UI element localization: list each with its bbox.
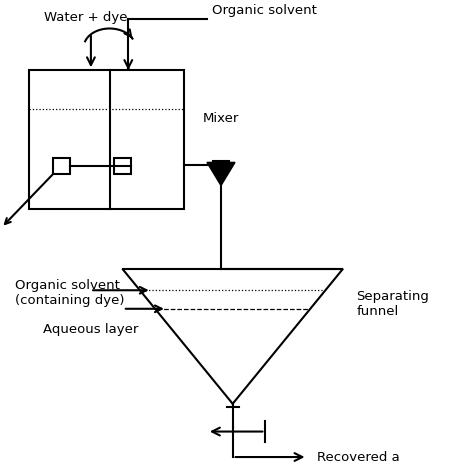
Text: Separating
funnel: Separating funnel (356, 290, 430, 318)
Bar (30, 70, 184, 209)
Bar (53, 158, 70, 174)
Text: Organic solvent
(containing dye): Organic solvent (containing dye) (16, 279, 125, 306)
Text: Aqueous layer: Aqueous layer (43, 323, 139, 336)
Bar (114, 158, 131, 174)
Text: Recovered a: Recovered a (317, 451, 400, 463)
Text: Water + dye: Water + dye (45, 11, 128, 24)
Polygon shape (207, 163, 235, 186)
Text: Mixer: Mixer (202, 112, 239, 125)
Text: Organic solvent: Organic solvent (212, 4, 316, 17)
